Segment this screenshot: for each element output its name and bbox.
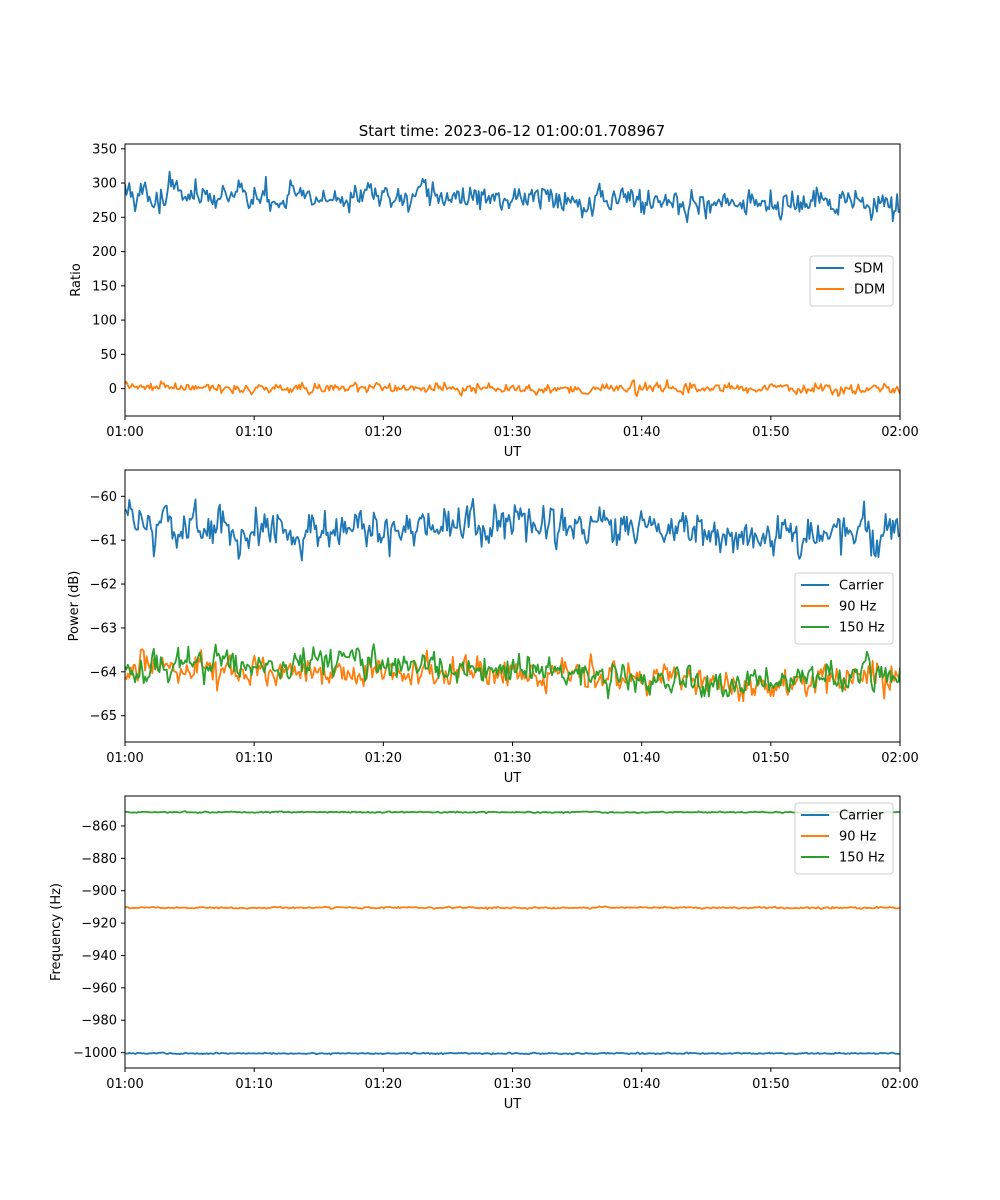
series-line-carrier <box>125 497 900 562</box>
y-tick-label: 300 <box>92 177 117 192</box>
y-tick-label: −980 <box>81 1014 117 1029</box>
y-tick-label: −920 <box>81 917 117 932</box>
legend-label: 150 Hz <box>839 851 885 866</box>
series-line-150-hz <box>125 643 900 700</box>
subplot-frequency: 01:00 01:10 01:20 01:30 01:40 01:50 02:00 UT −86… <box>49 795 919 1112</box>
y-tick-label: 0 <box>109 382 117 397</box>
legend-label: 90 Hz <box>839 830 876 845</box>
axes-frame <box>124 795 901 1069</box>
x-tick-label: 01:40 <box>623 425 660 440</box>
x-tick-label: 01:20 <box>365 1077 402 1092</box>
series-line-ddm <box>125 379 900 398</box>
x-tick-label: 01:20 <box>365 425 402 440</box>
series-group <box>125 810 900 1056</box>
x-tick-label: 02:00 <box>881 425 918 440</box>
x-tick-label: 01:00 <box>106 751 143 766</box>
x-tick-label: 02:00 <box>881 751 918 766</box>
x-tick-label: 01:30 <box>494 751 531 766</box>
y-tick-label: 350 <box>92 142 117 157</box>
y-tick-label: −65 <box>90 709 117 724</box>
series-group <box>125 170 900 398</box>
series-group <box>125 497 900 703</box>
legend: Carrier 90 Hz 150 Hz <box>794 572 894 645</box>
legend-label: 90 Hz <box>839 600 876 615</box>
legend-label: Carrier <box>839 809 884 824</box>
x-tick-label: 01:10 <box>235 1077 272 1092</box>
series-line-carrier <box>125 1051 900 1056</box>
legend: SDM DDM <box>809 255 894 307</box>
x-tick-label: 01:10 <box>235 425 272 440</box>
axes-frame <box>124 469 901 743</box>
y-tick-label: −960 <box>81 981 117 996</box>
x-axis-label: UT <box>504 771 522 786</box>
y-tick-label: 150 <box>92 279 117 294</box>
y-tick-label: −63 <box>90 621 117 636</box>
y-tick-label: 250 <box>92 211 117 226</box>
legend-label: DDM <box>854 283 885 298</box>
y-tick-label: −880 <box>81 852 117 867</box>
y-axis-label: Power (dB) <box>67 571 82 642</box>
x-tick-label: 01:10 <box>235 751 272 766</box>
y-tick-label: −61 <box>90 534 117 549</box>
x-tick-label: 01:50 <box>752 751 789 766</box>
y-tick-label: −940 <box>81 949 117 964</box>
series-line-sdm <box>125 170 900 224</box>
y-axis-label: Frequency (Hz) <box>49 883 64 981</box>
x-tick-label: 01:30 <box>494 425 531 440</box>
y-tick-label: −900 <box>81 884 117 899</box>
series-line-90-hz <box>125 648 900 703</box>
y-tick-label: −64 <box>90 665 117 680</box>
x-tick-label: 01:00 <box>106 425 143 440</box>
x-tick-label: 01:30 <box>494 1077 531 1092</box>
legend-label: Carrier <box>839 579 884 594</box>
x-tick-label: 01:40 <box>623 1077 660 1092</box>
y-tick-label: −860 <box>81 819 117 834</box>
legend: Carrier 90 Hz 150 Hz <box>794 802 894 875</box>
legend-label: 150 Hz <box>839 621 885 636</box>
x-axis-label: UT <box>504 445 522 460</box>
series-line-150-hz <box>125 810 900 815</box>
figure-title: Start time: 2023-06-12 01:00:01.708967 <box>359 122 665 140</box>
series-line-90-hz <box>125 905 900 910</box>
x-axis-label: UT <box>504 1097 522 1112</box>
y-tick-label: 200 <box>92 245 117 260</box>
x-tick-label: 01:00 <box>106 1077 143 1092</box>
x-tick-label: 02:00 <box>881 1077 918 1092</box>
x-tick-label: 01:50 <box>752 425 789 440</box>
legend-label: SDM <box>854 262 883 277</box>
subplot-power: 01:00 01:10 01:20 01:30 01:40 01:50 02:00 UT −60… <box>67 469 919 786</box>
x-tick-label: 01:50 <box>752 1077 789 1092</box>
y-tick-label: −60 <box>90 490 117 505</box>
x-tick-label: 01:40 <box>623 751 660 766</box>
y-tick-label: 50 <box>100 348 117 363</box>
subplot-ratio: 01:00 01:10 01:20 01:30 01:40 01:50 02:00 UT 0 50… <box>69 142 919 460</box>
y-tick-label: 100 <box>92 314 117 329</box>
y-tick-label: −1000 <box>73 1046 117 1061</box>
y-tick-label: −62 <box>90 578 117 593</box>
y-axis-label: Ratio <box>69 263 84 296</box>
x-tick-label: 01:20 <box>365 751 402 766</box>
